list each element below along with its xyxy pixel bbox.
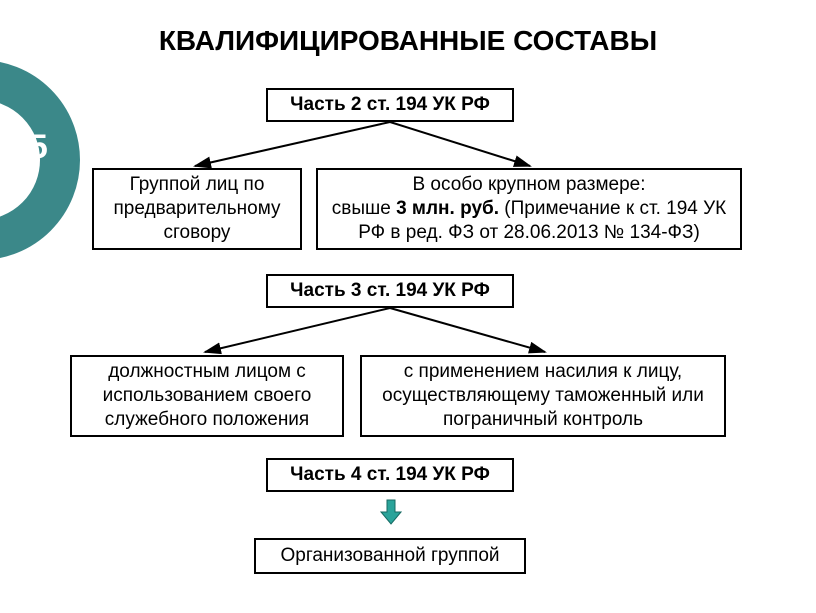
- box-violence-text: с применением насилия к лицу, осуществля…: [368, 360, 718, 431]
- box-organized: Организованной группой: [254, 538, 526, 574]
- box-part3-text: Часть 3 ст. 194 УК РФ: [290, 280, 490, 302]
- box-organized-text: Организованной группой: [280, 544, 499, 568]
- box-group: Группой лиц по предварительному сговору: [92, 168, 302, 250]
- arrow-down-icon: [380, 498, 402, 526]
- box-violence: с применением насилия к лицу, осуществля…: [360, 355, 726, 437]
- box-official: должностным лицом с использованием своег…: [70, 355, 344, 437]
- box-large-text: В особо крупном размере:свыше 3 млн. руб…: [324, 173, 734, 244]
- box-part3: Часть 3 ст. 194 УК РФ: [266, 274, 514, 308]
- box-official-text: должностным лицом с использованием своег…: [78, 360, 336, 431]
- box-group-text: Группой лиц по предварительному сговору: [100, 173, 294, 244]
- box-large: В особо крупном размере:свыше 3 млн. руб…: [316, 168, 742, 250]
- box-part2: Часть 2 ст. 194 УК РФ: [266, 88, 514, 122]
- box-part4-text: Часть 4 ст. 194 УК РФ: [290, 464, 490, 486]
- box-part2-text: Часть 2 ст. 194 УК РФ: [290, 94, 490, 116]
- box-part4: Часть 4 ст. 194 УК РФ: [266, 458, 514, 492]
